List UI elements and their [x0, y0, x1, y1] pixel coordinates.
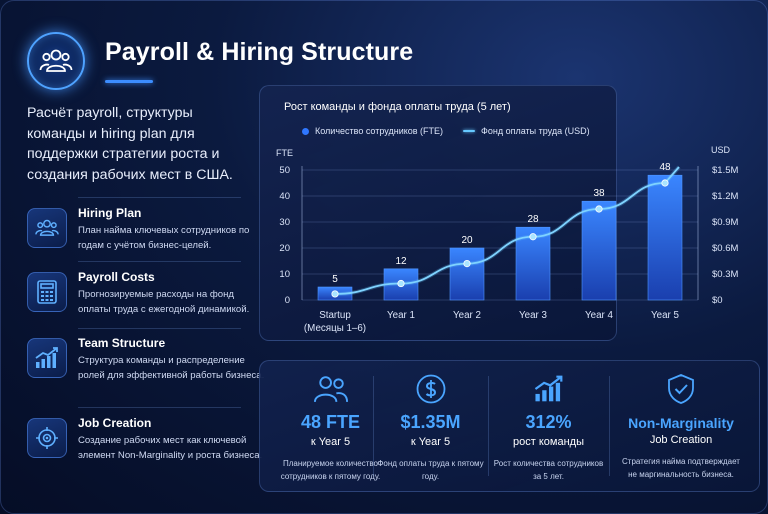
y-tick-left: 30 [279, 217, 290, 228]
bar-value-label: 48 [659, 162, 671, 173]
divider [609, 376, 610, 476]
feature-title: Team Structure [78, 336, 166, 350]
kpi-sub: к Year 5 [310, 436, 351, 448]
page-title: Payroll & Hiring Structure [105, 38, 414, 66]
legend-label-usd: Фонд оплаты труда (USD) [481, 126, 590, 136]
bar-value-label: 20 [461, 235, 473, 246]
bar-value-label: 5 [332, 274, 338, 285]
y-tick-right: $0.3M [712, 269, 738, 280]
feature-desc: План найма ключевых сотрудников по годам… [78, 225, 250, 252]
target-icon [36, 427, 58, 449]
feature-desc: Структура команды и распределение ролей … [78, 355, 265, 382]
kpi-sub: рост команды [513, 436, 584, 448]
logo-badge [27, 32, 85, 90]
feature-title: Payroll Costs [78, 270, 155, 284]
kpi-value: 48 FTE [300, 412, 361, 432]
kpi-sub: Job Creation [649, 434, 713, 446]
kpi-value: $1.35M [400, 412, 461, 432]
bar-value-label: 38 [593, 188, 605, 199]
chart-title: Рост команды и фонда оплаты труда (5 лет… [284, 101, 511, 113]
kpi-desc: Фонд оплаты труда к пятому году. [377, 459, 484, 481]
divider [488, 376, 489, 476]
kpi-value: 312% [525, 412, 572, 432]
line-point [331, 290, 339, 298]
legend-label-fte: Количество сотрудников (FTE) [315, 126, 444, 136]
x-tick-label: Year 4 [585, 310, 614, 321]
divider [78, 261, 241, 262]
divider [78, 407, 241, 408]
line-point [529, 233, 537, 241]
line-point [661, 179, 669, 187]
bar [647, 174, 683, 301]
team-icon [39, 49, 73, 72]
divider [78, 328, 241, 329]
combo-chart: FTE USD 0 10 20 30 40 50 $0 $0.3M $0.6M $0.9M $1.2M $… [276, 145, 738, 334]
y-tick-right: $0.6M [712, 243, 738, 254]
kpi-desc: Рост количества сотрудников за 5 лет. [493, 459, 604, 481]
dollar-icon [416, 374, 445, 404]
x-tick-label: Year 3 [519, 310, 548, 321]
y-tick-left: 0 [285, 295, 290, 306]
kpi-payroll: $1.35M к Year 5 Фонд оплаты труда к пято… [373, 372, 488, 483]
intro-text: Расчёт payroll, структуры команды и hiri… [27, 105, 233, 183]
divider [373, 376, 374, 476]
bar-value-label: 12 [395, 256, 407, 267]
x-tick-label: (Месяцы 1–6) [304, 323, 366, 334]
kpi-non-marginality: Non-Marginality Job Creation Стратегия н… [622, 372, 740, 481]
x-tick-label: Year 2 [453, 310, 481, 321]
y-tick-left: 50 [279, 165, 290, 176]
kpi-sub: к Year 5 [410, 436, 451, 448]
team-icon [313, 376, 348, 403]
x-tick-label: Year 5 [651, 310, 680, 321]
feature-desc: Создание рабочих мест как ключевой элеме… [78, 435, 263, 462]
feature-title: Job Creation [78, 416, 152, 430]
chart-legend: Количество сотрудников (FTE) Фонд оплаты… [302, 126, 590, 136]
bar [515, 226, 551, 301]
y-tick-left: 10 [279, 269, 290, 280]
feature-desc: Прогнозируемые расходы на фонд оплаты тр… [78, 289, 250, 316]
divider [78, 197, 241, 198]
line-point [595, 205, 603, 213]
line-point [463, 260, 471, 268]
bar-value-label: 28 [527, 214, 539, 225]
team-icon [35, 219, 59, 236]
y-axis-left-title: FTE [276, 148, 293, 158]
line-point [397, 279, 405, 288]
kpi-desc: Стратегия найма подтверждает не маргинал… [622, 457, 740, 479]
y-tick-right: $0 [712, 295, 723, 306]
legend-bar-swatch [302, 127, 309, 135]
bar [581, 200, 617, 301]
y-axis-right-title: USD [711, 145, 731, 155]
kpi-growth: 312% рост команды Рост количества сотруд… [491, 372, 606, 483]
y-tick-right: $1.5M [712, 165, 738, 176]
legend-line-swatch [463, 130, 476, 132]
y-tick-left: 40 [279, 191, 290, 202]
y-tick-right: $0.9M [712, 217, 738, 228]
title-underline [105, 80, 153, 83]
bar [449, 247, 485, 301]
y-tick-left: 20 [279, 243, 290, 254]
growth-chart-icon [35, 347, 58, 368]
kpi-value: Non-Marginality [628, 415, 734, 431]
x-tick-label: Year 1 [387, 310, 415, 321]
feature-title: Hiring Plan [78, 206, 142, 220]
y-tick-right: $1.2M [712, 191, 738, 202]
growth-chart-icon [534, 375, 562, 402]
shield-check-icon [668, 374, 694, 404]
calculator-icon [37, 280, 57, 304]
kpi-fte: 48 FTE к Year 5 Планируемое количество с… [273, 372, 388, 483]
x-tick-label: Startup [319, 310, 351, 321]
kpi-desc: Планируемое количество сотрудников к пят… [280, 459, 381, 481]
